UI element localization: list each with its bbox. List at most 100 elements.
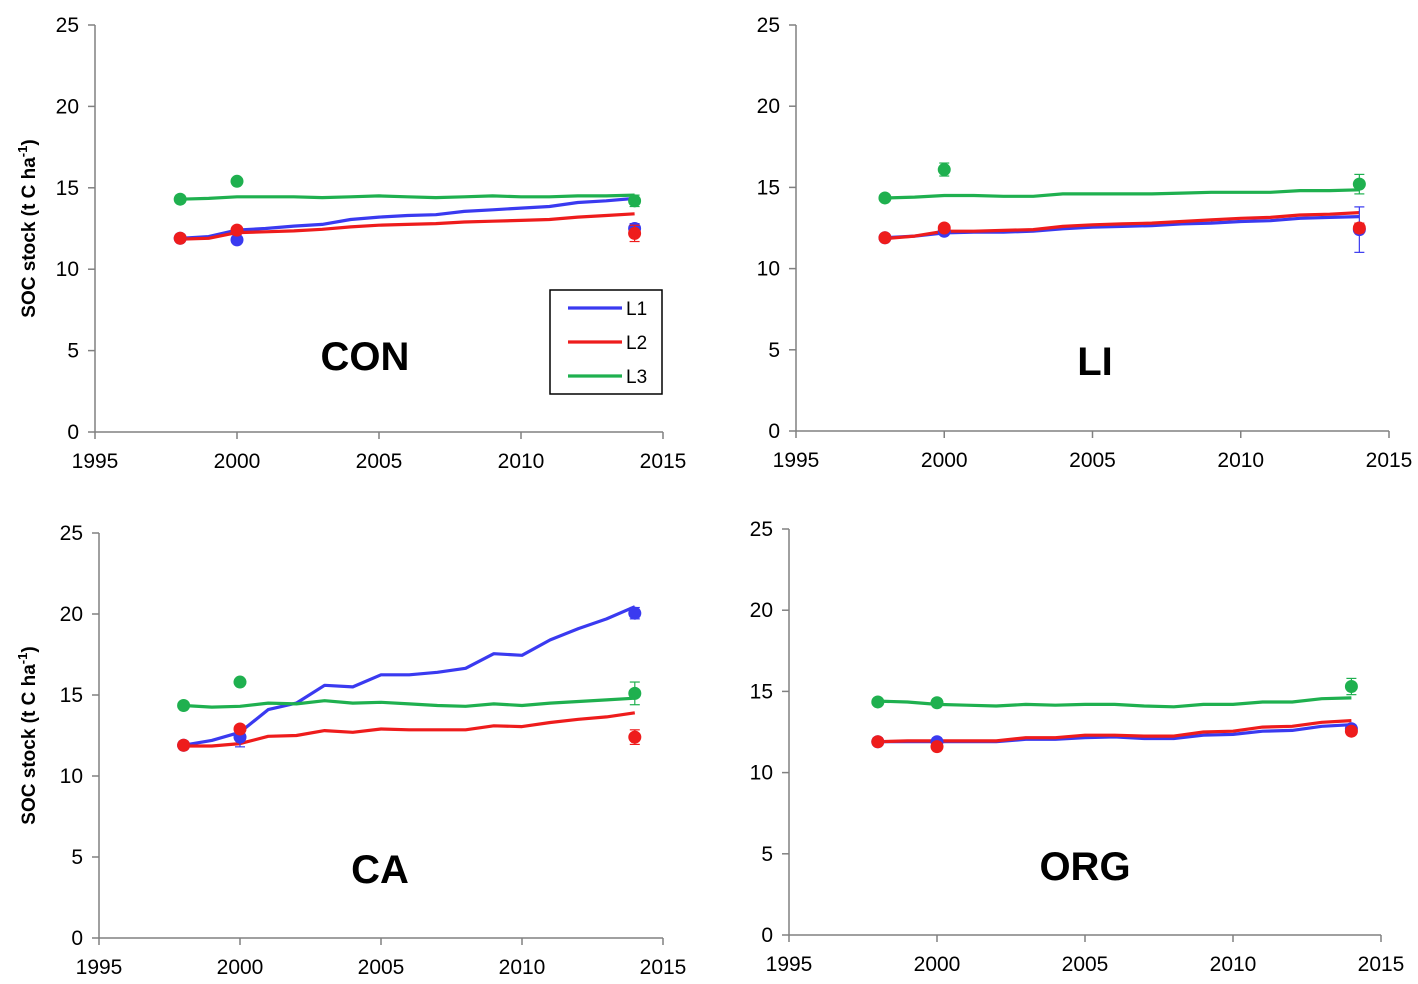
- y-tick-label: 10: [56, 258, 79, 281]
- data-point: [230, 223, 244, 237]
- y-tick-label: 25: [750, 518, 773, 541]
- panel-title: ORG: [1039, 845, 1130, 889]
- y-tick-label: 10: [757, 258, 780, 281]
- y-tick-label: 5: [67, 340, 79, 363]
- observation-point-l2: [173, 231, 187, 245]
- data-point: [628, 686, 642, 700]
- data-point: [878, 191, 892, 205]
- data-point: [930, 740, 944, 754]
- data-point: [177, 699, 191, 713]
- data-point: [230, 174, 244, 188]
- observation-point-l2: [233, 722, 247, 736]
- y-tick-label: 15: [60, 684, 83, 707]
- observation-point-l2: [871, 735, 885, 749]
- observation-point-l3: [628, 681, 642, 706]
- observation-point-l1: [230, 233, 244, 247]
- observation-point-l2: [937, 221, 951, 235]
- observation-point-l2: [628, 224, 642, 243]
- legend-label-l1: L1: [626, 299, 647, 320]
- data-point: [937, 221, 951, 235]
- y-tick-label: 25: [757, 14, 780, 37]
- y-tick-label: 0: [768, 420, 780, 443]
- data-point: [233, 722, 247, 736]
- y-tick-label: 20: [750, 599, 773, 622]
- x-tick-label: 2010: [499, 956, 546, 979]
- x-tick-label: 2005: [358, 956, 405, 979]
- observation-point-l2: [628, 729, 642, 746]
- data-point: [230, 233, 244, 247]
- data-point: [937, 163, 951, 177]
- legend-label-l3: L3: [626, 367, 647, 388]
- observation-point-l3: [230, 174, 244, 188]
- x-tick-label: 1995: [766, 953, 813, 976]
- x-tick-label: 1995: [76, 956, 123, 979]
- observation-point-l3: [1344, 677, 1358, 696]
- series-line-l2: [180, 212, 635, 241]
- data-point: [1344, 680, 1358, 694]
- data-point: [177, 738, 191, 752]
- x-tick-label: 2005: [356, 450, 403, 473]
- y-tick-label: 0: [67, 421, 79, 444]
- data-point: [628, 606, 642, 620]
- x-tick-label: 2015: [640, 450, 687, 473]
- data-point: [1344, 724, 1358, 738]
- x-tick-label: 1995: [773, 449, 820, 472]
- panel-title: CA: [351, 848, 409, 892]
- y-tick-label: 5: [768, 339, 780, 362]
- legend-label-l2: L2: [626, 333, 647, 354]
- y-tick-label: 0: [761, 924, 773, 947]
- data-point: [1352, 177, 1366, 191]
- observation-point-l3: [628, 194, 642, 208]
- observation-point-l3: [177, 699, 191, 713]
- y-tick-label: 20: [60, 603, 83, 626]
- chart-panel-con: 0 5 10 15 20 25 1995 2000 2005 2010 2015 CON SOC sto…: [15, 14, 686, 473]
- series-line-l3: [884, 188, 1360, 200]
- observation-point-l2: [1352, 221, 1366, 235]
- x-tick-label: 2000: [914, 953, 961, 976]
- observation-point-l3: [878, 191, 892, 205]
- y-tick-label: 10: [60, 765, 83, 788]
- observation-point-l1: [628, 606, 642, 620]
- series-line-l3: [877, 696, 1352, 709]
- x-tick-label: 2015: [640, 956, 687, 979]
- y-tick-label: 10: [750, 762, 773, 785]
- x-tick-label: 2015: [1358, 953, 1405, 976]
- x-tick-label: 2005: [1062, 953, 1109, 976]
- observation-point-l3: [937, 162, 951, 177]
- data-point: [930, 696, 944, 710]
- x-tick-label: 2000: [217, 956, 264, 979]
- x-tick-label: 2000: [214, 450, 261, 473]
- data-point: [871, 735, 885, 749]
- data-point: [628, 730, 642, 744]
- observation-point-l2: [1344, 724, 1358, 738]
- series-line-l1: [183, 605, 636, 747]
- data-point: [233, 675, 247, 689]
- data-point: [173, 231, 187, 245]
- panel-title: CON: [321, 335, 410, 379]
- observation-point-l3: [871, 695, 885, 709]
- observation-point-l3: [233, 675, 247, 689]
- series-line-l1: [180, 196, 635, 240]
- observation-point-l2: [930, 740, 944, 754]
- observation-point-l3: [173, 192, 187, 206]
- chart-panel-ca: 0 5 10 15 20 25 1995 2000 2005 2010 2015 CA SOC stoc…: [15, 522, 686, 979]
- y-axis-label: SOC stock (t C ha-1): [15, 646, 40, 824]
- x-tick-label: 2010: [1210, 953, 1257, 976]
- data-point: [173, 192, 187, 206]
- legend: L1 L2 L3: [549, 289, 663, 395]
- y-tick-label: 5: [761, 843, 773, 866]
- data-point: [628, 194, 642, 208]
- chart-panel-org: 0 5 10 15 20 25 1995 2000 2005 2010 2015 ORG: [750, 518, 1405, 976]
- x-tick-label: 1995: [72, 450, 119, 473]
- y-tick-label: 20: [757, 95, 780, 118]
- observation-point-l3: [930, 696, 944, 710]
- series-line-l2: [877, 719, 1352, 744]
- y-tick-label: 5: [71, 846, 83, 869]
- x-tick-label: 2010: [1217, 449, 1264, 472]
- series-line-l3: [180, 193, 635, 201]
- y-tick-label: 20: [56, 95, 79, 118]
- data-point: [1352, 221, 1366, 235]
- observation-point-l2: [177, 738, 191, 752]
- panel-title: LI: [1077, 340, 1113, 384]
